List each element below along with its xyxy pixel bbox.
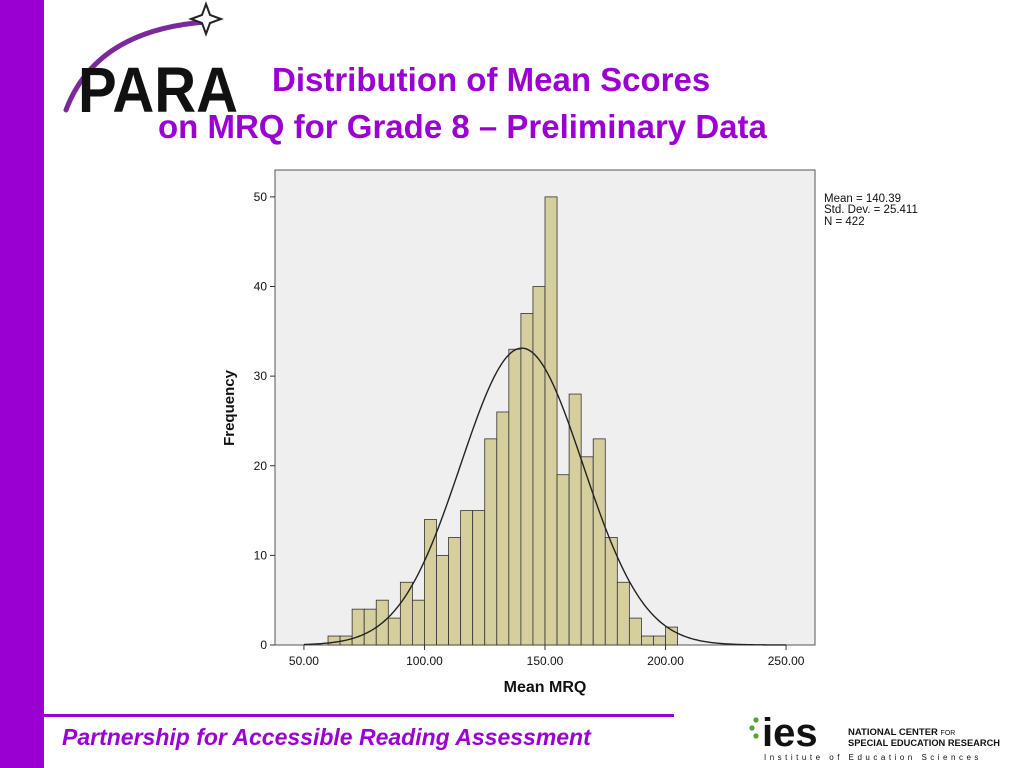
ies-dot-2 xyxy=(749,725,755,731)
x-tick-label-2: 150.00 xyxy=(527,654,564,668)
histogram-bar-0 xyxy=(327,635,341,646)
histogram-bar-9 xyxy=(436,554,449,646)
x-tick-label-4: 250.00 xyxy=(768,654,805,668)
histogram-bar-7 xyxy=(412,599,425,646)
histogram-bar-26 xyxy=(641,635,654,646)
histogram-bar-16 xyxy=(520,312,534,646)
ies-line-3: Institute of Education Sciences xyxy=(764,753,982,762)
histogram-bar-17 xyxy=(532,286,546,646)
histogram-bar-10 xyxy=(448,537,462,646)
ies-line-1b: FOR xyxy=(941,730,956,737)
histogram-bar-24 xyxy=(616,581,630,646)
y-tick-label-5: 50 xyxy=(254,190,268,204)
histogram-bar-25 xyxy=(628,617,642,646)
stats-std-dev: Std. Dev. = 25.411 xyxy=(824,204,918,216)
histogram-bar-22 xyxy=(592,438,606,646)
histogram-bar-21 xyxy=(580,456,594,646)
left-accent-bar xyxy=(0,0,44,768)
ies-line-2: SPECIAL EDUCATION RESEARCH xyxy=(848,738,1000,749)
x-axis-label: Mean MRQ xyxy=(504,679,587,696)
logo-text: PARA xyxy=(78,54,238,125)
histogram-bar-6 xyxy=(399,581,413,646)
x-tick-label-1: 100.00 xyxy=(406,654,443,668)
histogram-bar-19 xyxy=(556,474,570,646)
histogram-bar-2 xyxy=(351,608,365,646)
histogram-bar-27 xyxy=(653,635,666,646)
histogram-bar-18 xyxy=(544,196,558,646)
ies-logo: ies NATIONAL CENTER FOR SPECIAL EDUCATIO… xyxy=(749,711,1000,762)
histogram-bar-11 xyxy=(460,510,474,646)
y-tick-label-0: 0 xyxy=(260,638,267,652)
slide-title-line-1: Distribution of Mean Scores xyxy=(272,61,711,98)
axis-layer: 50.00 100.00 150.00 200.00 250.00 0 10 20 30 40 50 xyxy=(254,190,805,668)
logo-swoosh xyxy=(63,19,209,113)
ies-dot-1 xyxy=(753,717,759,723)
x-tick-label-3: 200.00 xyxy=(647,654,684,668)
y-tick-label-2: 20 xyxy=(254,459,268,473)
histogram-bar-15 xyxy=(508,348,522,646)
bars-layer xyxy=(327,196,678,646)
x-tick-label-0: 50.00 xyxy=(289,654,319,668)
histogram-bar-13 xyxy=(484,438,498,646)
footer-text: Partnership for Accessible Reading Asses… xyxy=(62,724,591,750)
y-tick-label-1: 10 xyxy=(254,548,268,562)
four-point-star-icon xyxy=(188,1,224,37)
stats-n: N = 422 xyxy=(824,216,865,228)
slide-title-line-2: on MRQ for Grade 8 – Preliminary Data xyxy=(158,108,767,145)
ies-mark: ies xyxy=(762,711,818,755)
y-axis-label: Frequency xyxy=(221,369,238,446)
y-tick-label-3: 30 xyxy=(254,369,268,383)
para-logo: PARA xyxy=(63,1,238,125)
y-tick-label-4: 40 xyxy=(254,280,268,294)
ies-line-1: NATIONAL CENTER FOR xyxy=(848,727,955,738)
ies-line-1a: NATIONAL CENTER xyxy=(848,727,938,738)
histogram-bar-12 xyxy=(472,510,486,646)
ies-dot-3 xyxy=(753,733,759,739)
normal-curve xyxy=(303,347,787,646)
histogram-bar-14 xyxy=(496,411,510,646)
footer-rule xyxy=(44,714,674,717)
histogram-chart: 50.00 100.00 150.00 200.00 250.0001020304050… xyxy=(221,169,918,696)
histogram-bar-5 xyxy=(387,617,401,646)
histogram-bar-3 xyxy=(363,608,377,646)
stats-mean: Mean = 140.39 xyxy=(824,193,901,205)
